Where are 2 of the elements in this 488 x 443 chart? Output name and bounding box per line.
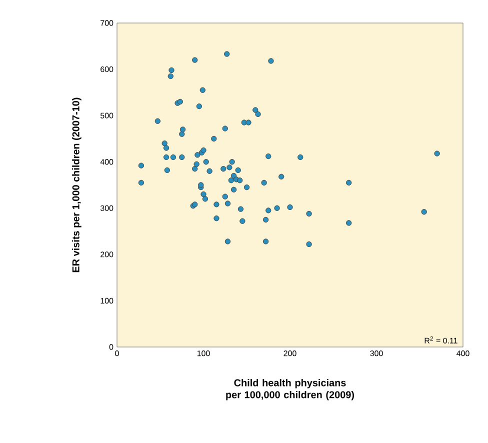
x-axis-title: Child health physicians per 100,000 children (2009): [226, 379, 354, 400]
y-axis-title: ER visits per 1,000 children (2007-10): [72, 98, 82, 272]
